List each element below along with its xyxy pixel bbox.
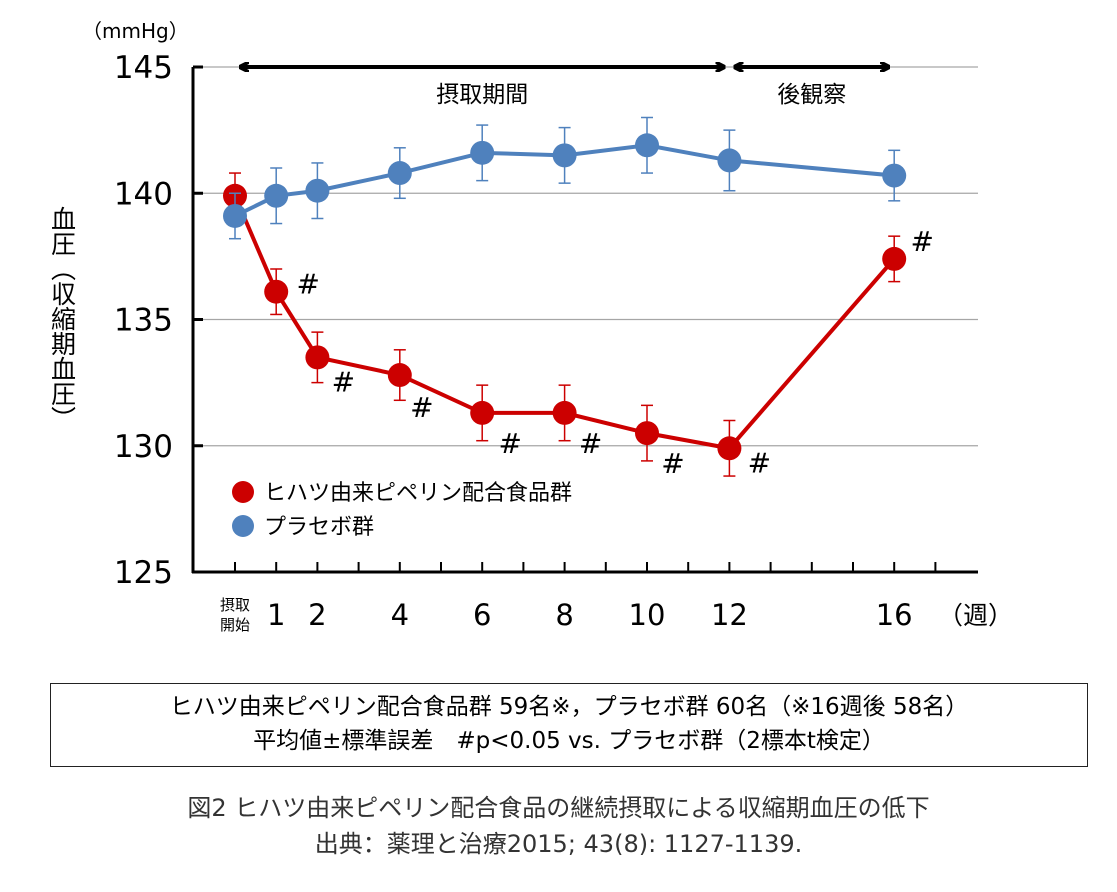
point-1-12 xyxy=(717,148,742,173)
significance-mark-12: # xyxy=(748,446,771,479)
series-layer: # # # # # # # # xyxy=(223,116,934,480)
significance-mark-4: # xyxy=(410,391,433,424)
x-tick-label-1: 1 xyxy=(267,598,285,632)
point-1-0 xyxy=(223,203,247,228)
legend-label-0: ヒハツ由来ピペリン配合食品群 xyxy=(264,481,572,506)
significance-mark-8: # xyxy=(579,427,602,460)
caption-line-2: 出典：薬理と治療2015; 43(8): 1127-1139. xyxy=(314,830,803,858)
y-tick-label-135: 135 xyxy=(114,303,173,339)
y-unit-label: （mmHg） xyxy=(82,19,189,43)
point-0-6 xyxy=(470,400,495,425)
significance-mark-16: # xyxy=(910,225,933,258)
point-0-4 xyxy=(387,363,412,388)
period-label-0: 摂取期間 xyxy=(436,82,528,108)
point-0-8 xyxy=(552,400,577,425)
significance-mark-10: # xyxy=(661,447,684,480)
series-1 xyxy=(223,116,907,240)
point-0-12 xyxy=(717,436,742,461)
point-1-2 xyxy=(305,178,330,203)
note-line-2: 平均値±標準誤差 #p<0.05 vs. プラセボ群（2標本t検定） xyxy=(253,728,885,754)
figure-caption: 図2 ヒハツ由来ピペリン配合食品の継続摂取による収縮期血圧の低下 出典：薬理と治… xyxy=(0,790,1117,862)
x-axis-unit: （週） xyxy=(938,601,1013,630)
y-axis-label: 血圧（収縮期血圧） xyxy=(48,206,77,431)
x-tick-label-16: 16 xyxy=(876,598,913,632)
y-tick-label-140: 140 xyxy=(114,176,173,212)
legend-marker-0 xyxy=(232,481,254,503)
x-tick-label-6: 6 xyxy=(473,598,491,632)
point-1-6 xyxy=(470,140,495,165)
y-tick-label-145: 145 xyxy=(114,50,173,86)
point-1-10 xyxy=(635,133,659,158)
point-0-2 xyxy=(305,345,330,370)
x-tick-label-12: 12 xyxy=(711,598,748,632)
point-1-8 xyxy=(552,143,577,168)
axes xyxy=(191,65,978,574)
x-tick-label-10: 10 xyxy=(629,598,666,632)
y-tick-label-130: 130 xyxy=(114,429,173,465)
significance-mark-6: # xyxy=(498,427,521,460)
significance-mark-1: # xyxy=(296,268,319,301)
point-0-16 xyxy=(882,246,907,271)
legend-label-1: プラセボ群 xyxy=(264,515,374,540)
note-box: ヒハツ由来ピペリン配合食品群 59名※，プラセボ群 60名（※16週後 58名）… xyxy=(50,683,1088,767)
point-1-4 xyxy=(387,161,412,186)
caption-line-1: 図2 ヒハツ由来ピペリン配合食品の継続摂取による収縮期血圧の低下 xyxy=(187,794,930,822)
point-1-16 xyxy=(882,163,907,188)
point-0-10 xyxy=(635,421,659,446)
grid-lines xyxy=(193,66,978,447)
x-tick-label-4: 4 xyxy=(391,598,409,632)
y-tick-label-125: 125 xyxy=(114,555,173,591)
legend-marker-1 xyxy=(232,515,254,537)
x-tick-label-2: 2 xyxy=(308,598,326,632)
significance-mark-2: # xyxy=(332,365,355,398)
y-tick-labels: 125 130 135 140 145 xyxy=(114,50,173,591)
note-line-1: ヒハツ由来ピペリン配合食品群 59名※，プラセボ群 60名（※16週後 58名） xyxy=(169,694,969,720)
x-tick-label-start-2: 開始 xyxy=(220,616,250,634)
x-tick-label-start-1: 摂取 xyxy=(220,596,250,614)
period-label-1: 後観察 xyxy=(777,82,846,108)
x-tick-label-8: 8 xyxy=(555,598,573,632)
point-1-1 xyxy=(264,183,289,208)
series-0: # # # # # # # # xyxy=(223,172,934,480)
period-arrows: 摂取期間 後観察 xyxy=(241,67,888,108)
point-0-1 xyxy=(264,279,289,304)
